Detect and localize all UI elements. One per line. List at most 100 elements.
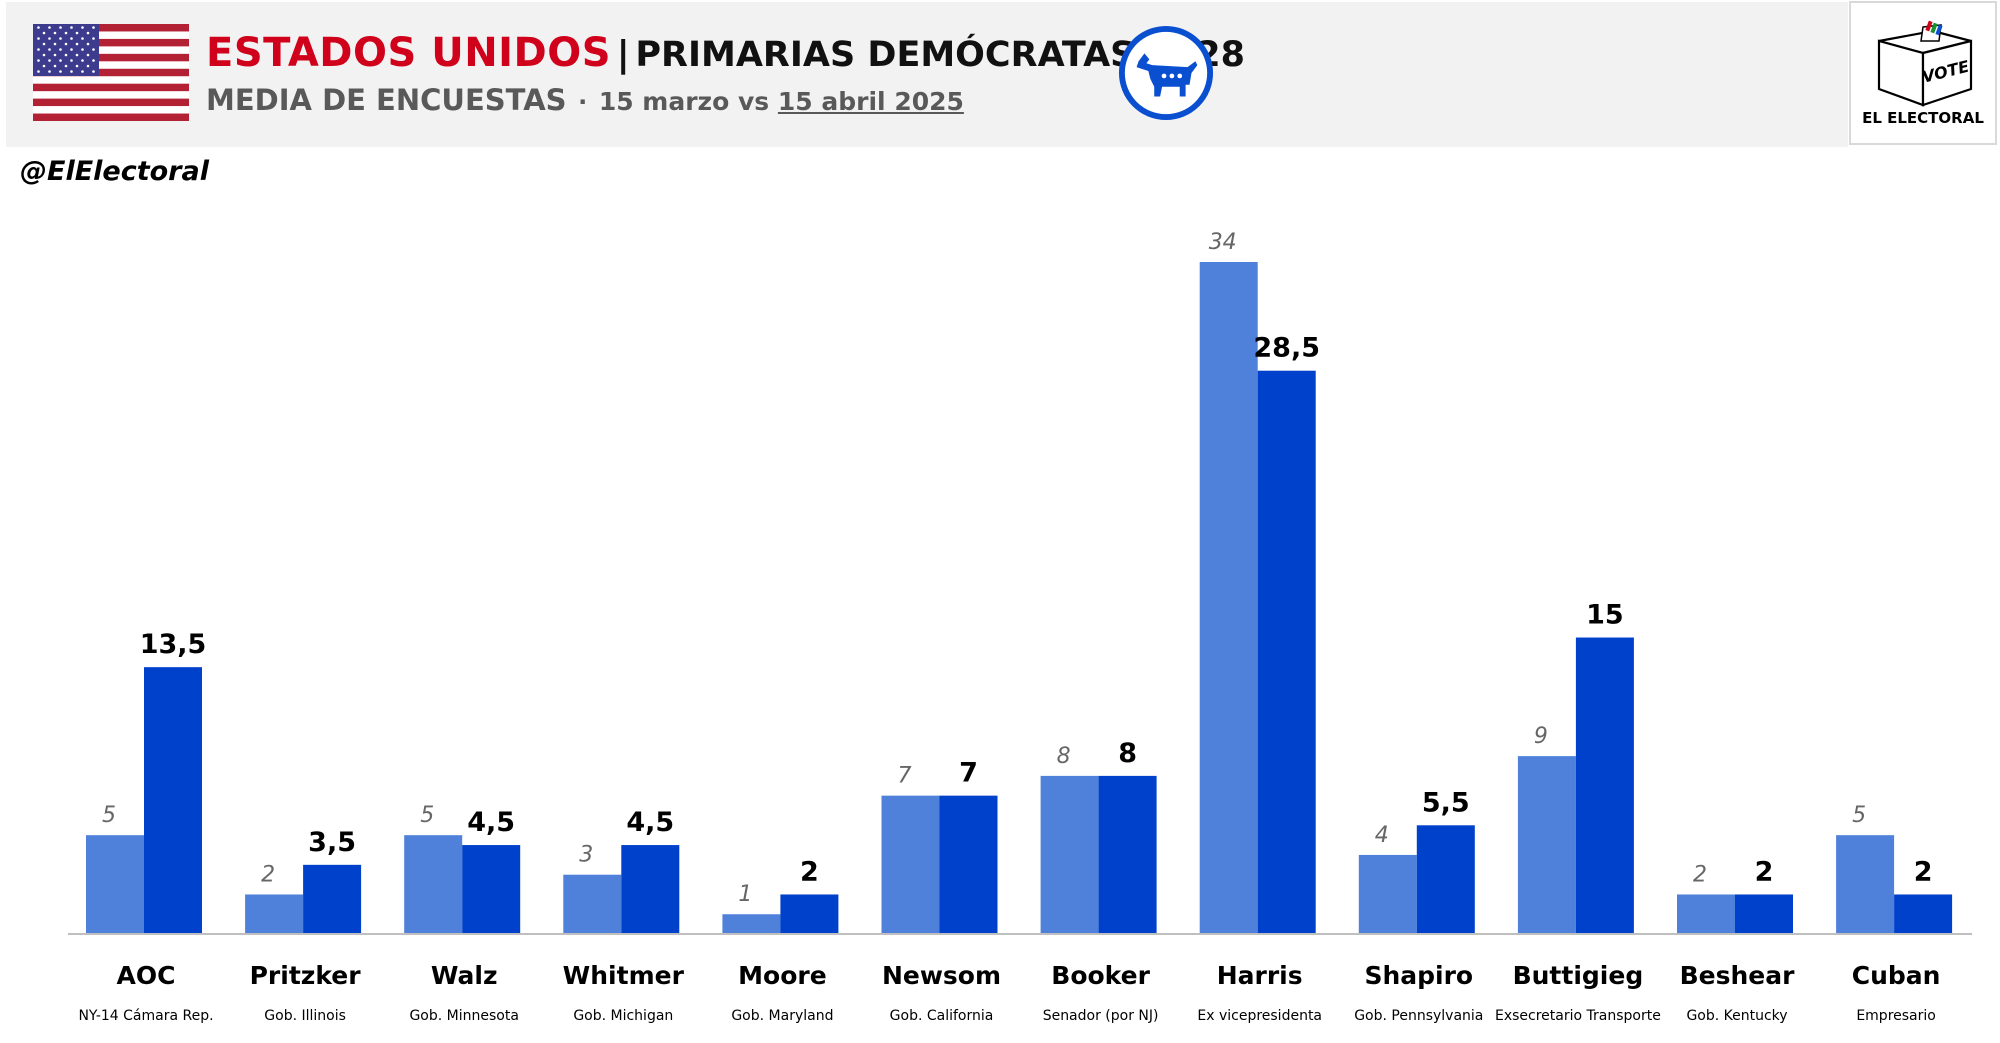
bar-current	[1416, 825, 1475, 934]
flag-star	[92, 48, 95, 51]
category-sublabel: Gob. Kentucky	[1686, 1008, 1787, 1024]
category-sublabel: Exsecretario Transporte	[1495, 1008, 1661, 1024]
flag-star	[75, 64, 79, 68]
data-label-current: 28,5	[1253, 333, 1320, 364]
data-label-previous: 8	[1057, 744, 1071, 769]
title-country: ESTADOS UNIDOS	[206, 30, 612, 76]
flag-star	[59, 70, 62, 73]
flag-star	[70, 37, 73, 40]
el-electoral-logo: VOTE EL ELECTORAL	[1849, 1, 1997, 145]
category-sublabel: Gob. Minnesota	[409, 1008, 518, 1024]
category-sublabel: NY-14 Cámara Rep.	[78, 1008, 213, 1024]
flag-stripe	[33, 98, 189, 107]
data-label-current: 7	[959, 758, 978, 789]
flag-star	[48, 26, 51, 29]
data-label-previous: 2	[261, 862, 275, 887]
flag-star	[70, 26, 73, 29]
bar-current	[1735, 894, 1793, 934]
flag-stripe	[33, 53, 189, 62]
bar-previous	[1358, 854, 1417, 934]
flag-star	[81, 48, 84, 51]
date-from: 15 marzo vs	[598, 87, 770, 116]
logo-text: EL ELECTORAL	[1862, 109, 1984, 127]
category-sublabel: Empresario	[1856, 1008, 1936, 1024]
category-label: Pritzker	[250, 961, 362, 990]
header: ESTADOS UNIDOS | PRIMARIAS DEMÓCRATAS 20…	[6, 2, 1848, 147]
flag-star	[81, 59, 84, 62]
data-label-current: 15	[1586, 600, 1624, 631]
flag-star	[42, 42, 46, 46]
flag-star	[75, 53, 79, 57]
flag-star	[64, 31, 68, 35]
bar-previous	[404, 835, 463, 934]
bar-current	[780, 894, 839, 934]
data-label-previous: 3	[579, 843, 593, 868]
flag-star	[75, 31, 79, 35]
flag-star	[70, 48, 73, 51]
data-label-current: 2	[800, 856, 819, 887]
flag-star	[81, 70, 84, 73]
data-label-current: 5,5	[1422, 787, 1470, 818]
data-label-current: 2	[1755, 856, 1774, 887]
flag-star	[53, 53, 57, 57]
flag-star	[75, 42, 79, 46]
flag-star	[53, 64, 57, 68]
data-label-previous: 5	[420, 803, 434, 828]
flag-star	[48, 70, 51, 73]
data-label-previous: 4	[1375, 823, 1389, 848]
bar-previous	[86, 835, 144, 934]
flag-star	[48, 59, 51, 62]
bar-current	[621, 845, 680, 934]
bar-current	[462, 845, 521, 934]
labels-layer: 5 13,5 AOC NY-14 Cámara Rep. 2 3,5 Pritzker Gob…	[78, 230, 1940, 1024]
flag-star	[48, 48, 51, 51]
flag-star	[70, 70, 73, 73]
flag-star	[86, 42, 90, 46]
bar-current	[303, 864, 362, 934]
data-label-previous: 2	[1693, 862, 1707, 887]
category-label: AOC	[117, 961, 176, 990]
bar-current	[1894, 894, 1953, 934]
flag-star	[64, 42, 68, 46]
flag-star	[59, 26, 62, 29]
category-label: Buttigieg	[1513, 961, 1644, 990]
bar-current	[939, 795, 998, 934]
bar-previous	[722, 914, 781, 934]
flag-stripe	[33, 38, 189, 47]
category-label: Shapiro	[1364, 961, 1473, 990]
democratic-donkey-icon	[1118, 25, 1214, 121]
flag-star	[92, 26, 95, 29]
flag-stripe	[33, 24, 189, 32]
flag-star	[64, 53, 68, 57]
bar-previous	[1199, 262, 1258, 934]
ballot-box-icon: VOTE	[1877, 20, 1973, 107]
category-label: Newsom	[882, 961, 1001, 990]
data-label-previous: 5	[1852, 803, 1866, 828]
data-label-current: 4,5	[467, 807, 515, 838]
data-label-previous: 5	[102, 803, 116, 828]
category-label: Walz	[431, 961, 498, 990]
category-label: Whitmer	[563, 961, 685, 990]
flag-star	[53, 42, 57, 46]
flag-star	[81, 26, 84, 29]
bar-previous	[245, 894, 304, 934]
category-sublabel: Gob. Pennsylvania	[1354, 1008, 1483, 1024]
date-to: 15 abril 2025	[777, 87, 964, 116]
flag-star	[42, 64, 46, 68]
subtitle-dates: 15 marzo vs 15 abril 2025	[599, 87, 964, 116]
flag-star	[48, 37, 51, 40]
flag-stripe	[33, 68, 189, 77]
flag-star	[86, 64, 90, 68]
category-sublabel: Gob. Michigan	[573, 1008, 673, 1024]
category-sublabel: Gob. Illinois	[264, 1008, 346, 1024]
data-label-current: 2	[1914, 856, 1933, 887]
bar-previous	[1836, 835, 1895, 934]
category-sublabel: Gob. Maryland	[731, 1008, 833, 1024]
bar-current	[1257, 370, 1316, 934]
data-label-previous: 1	[738, 882, 752, 907]
data-label-current: 8	[1118, 738, 1137, 769]
category-sublabel: Senador (por NJ)	[1043, 1008, 1159, 1024]
flag-star	[92, 70, 95, 73]
flag-star	[37, 70, 40, 73]
flag-star	[42, 31, 46, 35]
